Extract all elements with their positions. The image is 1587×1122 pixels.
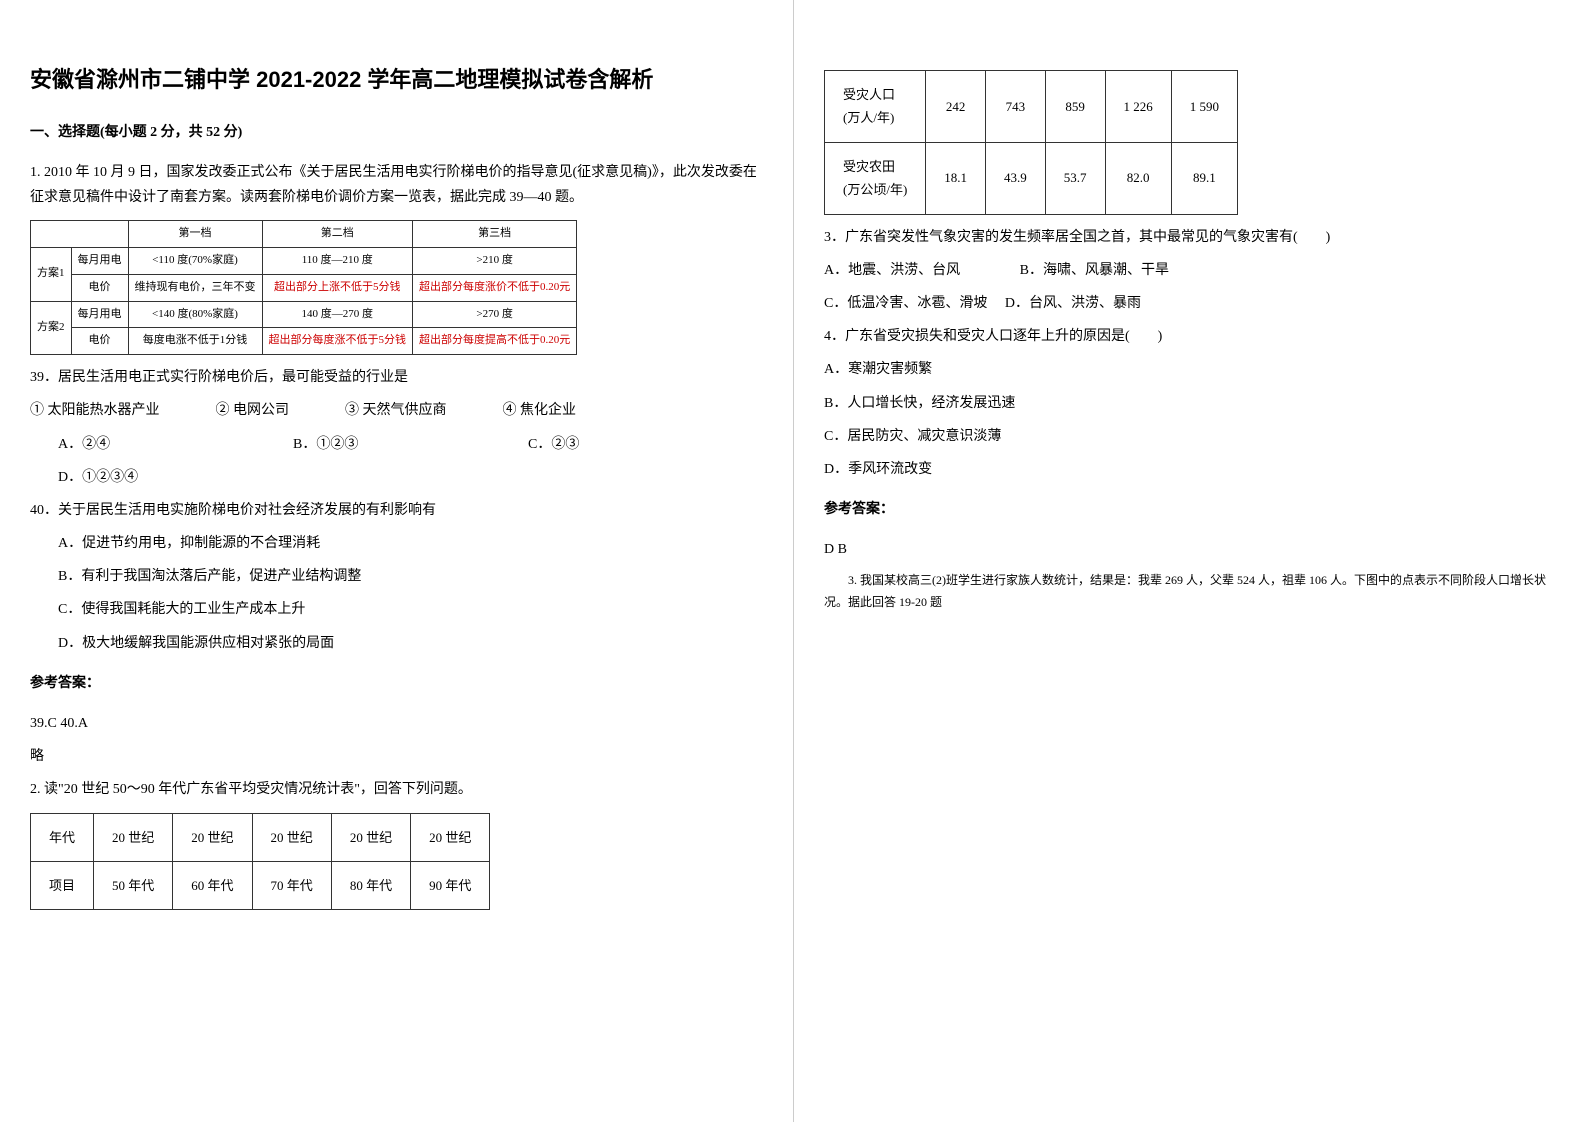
q39-optD: D．①②③④ (30, 465, 763, 490)
q40-optC: C．使得我国耗能大的工业生产成本上升 (30, 597, 763, 622)
answer-label-2: 参考答案： (824, 497, 1557, 522)
q1-intro: 1. 2010 年 10 月 9 日，国家发改委正式公布《关于居民生活用电实行阶… (30, 160, 763, 210)
left-column: 安徽省滁州市二铺中学 2021-2022 学年高二地理模拟试卷含解析 一、选择题… (0, 0, 793, 1122)
stats-table-right: 受灾人口 (万人/年) 242 743 859 1 226 1 590 受灾农田… (824, 70, 1238, 215)
q40-optA: A．促进节约用电，抑制能源的不合理消耗 (30, 531, 763, 556)
section-title: 一、选择题(每小题 2 分，共 52 分) (30, 120, 763, 145)
q2-intro: 2. 读"20 世纪 50～90 年代广东省平均受灾情况统计表"，回答下列问题。 (30, 777, 763, 802)
q3-row1: A．地震、洪涝、台风 B．海啸、风暴潮、干旱 (824, 258, 1557, 283)
q40-text: 40．关于居民生活用电实施阶梯电价对社会经济发展的有利影响有 (30, 498, 763, 523)
q40-optB: B．有利于我国淘汰落后产能，促进产业结构调整 (30, 564, 763, 589)
q39-text: 39．居民生活用电正式实行阶梯电价后，最可能受益的行业是 (30, 365, 763, 390)
answer-2: D B (824, 537, 1557, 562)
q40-optD: D．极大地缓解我国能源供应相对紧张的局面 (30, 631, 763, 656)
stats-table-left: 年代 20 世纪 20 世纪 20 世纪 20 世纪 20 世纪 项目 50 年… (30, 813, 490, 911)
q4-optC: C．居民防灾、减灾意识淡薄 (824, 424, 1557, 449)
answer-1: 39.C 40.A (30, 711, 763, 736)
answer-label-1: 参考答案： (30, 671, 763, 696)
q4-optB: B．人口增长快，经济发展迅速 (824, 391, 1557, 416)
q39-items: ① 太阳能热水器产业 ② 电网公司 ③ 天然气供应商 ④ 焦化企业 (30, 398, 763, 423)
q4-optD: D．季风环流改变 (824, 457, 1557, 482)
pricing-table: 第一档 第二档 第三档 方案1 每月用电 <110 度(70%家庭) 110 度… (30, 220, 577, 355)
q3-row2: C．低温冷害、冰雹、滑坡 D．台风、洪涝、暴雨 (824, 291, 1557, 316)
q4-optA: A．寒潮灾害频繁 (824, 357, 1557, 382)
q3-text: 3．广东省突发性气象灾害的发生频率居全国之首，其中最常见的气象灾害有( ) (824, 225, 1557, 250)
q4-text: 4．广东省受灾损失和受灾人口逐年上升的原因是( ) (824, 324, 1557, 349)
page-title: 安徽省滁州市二铺中学 2021-2022 学年高二地理模拟试卷含解析 (30, 60, 763, 100)
note-1: 略 (30, 744, 763, 769)
q39-options: A．②④ B．①②③ C．②③ (30, 432, 763, 457)
right-column: 受灾人口 (万人/年) 242 743 859 1 226 1 590 受灾农田… (793, 0, 1587, 1122)
q3-family-intro: 3. 我国某校高三(2)班学生进行家族人数统计，结果是：我辈 269 人，父辈 … (824, 570, 1557, 613)
